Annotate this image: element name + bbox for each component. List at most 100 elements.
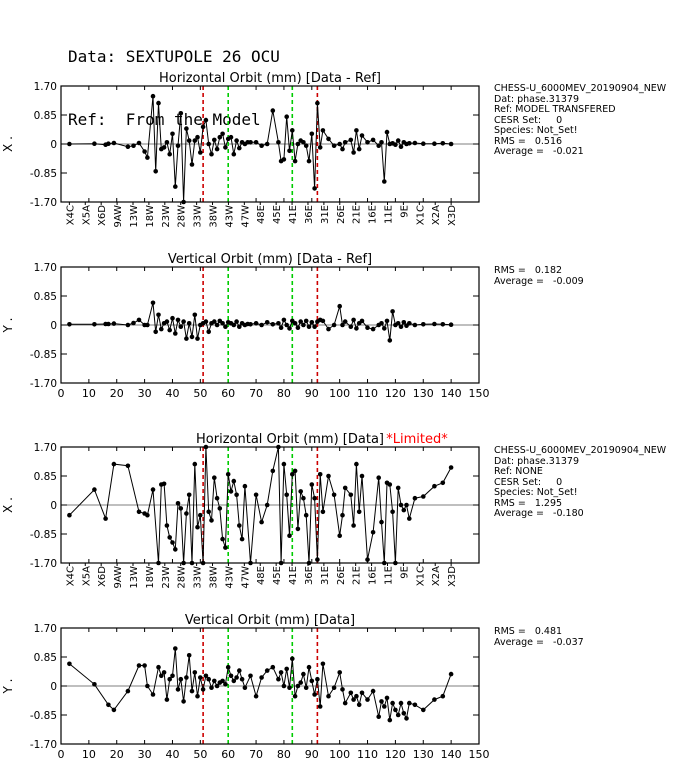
data-point [448,141,454,147]
data-point [212,137,217,143]
data-point [306,324,312,330]
data-point [287,148,292,154]
data-point [214,683,220,689]
data-point [153,169,158,174]
data-point [317,704,323,709]
detector-label: 28W [177,205,188,228]
chart-title: Vertical Orbit (mm) [Data - Ref] [168,252,372,267]
data-point [125,144,131,149]
x-tick-label: 20 [110,748,124,761]
series-line [69,302,452,341]
x-tick-label: 120 [385,748,406,761]
data-point [136,140,142,146]
data-point [301,671,306,677]
detector-label: 41E [288,566,299,585]
data-point [239,536,245,542]
data-point [295,141,301,147]
data-point [125,322,131,328]
data-point [412,140,418,146]
data-point [448,322,454,328]
data-point [212,678,217,684]
data-point [164,523,170,528]
data-point [92,322,97,327]
data-point [287,326,292,331]
detector-label: 36E [304,205,315,224]
x-tick-label: 140 [441,748,462,761]
chart-panel-2: Horizontal Orbit (mm) [Data] *Limited* X .… [1,432,480,589]
data-point [331,492,337,498]
info-line: Ref: MODEL TRANSFERED [494,104,616,115]
y-axis-label: Y . [1,318,15,334]
data-point [136,509,142,515]
detector-label: 9E [399,566,410,579]
data-point [145,322,150,328]
data-point [150,692,156,697]
data-point [253,693,259,699]
data-point [303,318,309,324]
data-point [348,690,354,696]
data-point [173,331,178,336]
data-point [342,140,348,145]
data-point [315,100,320,106]
data-point [214,322,220,328]
data-point [315,676,320,682]
data-point [225,472,231,477]
data-point [390,700,395,706]
detector-label: 9AW [113,205,124,228]
data-point [320,509,326,515]
data-point [106,321,111,327]
data-point [340,322,345,328]
plot-frame [60,266,480,384]
data-point [92,682,97,687]
info-panel-horizontal-data: CHESS-U_6000MEV_20190904_NEW Dat: phase.3… [494,445,666,520]
data-point [125,463,131,469]
data-point [303,685,309,690]
y-tick-label: -0.85 [30,710,57,722]
data-point [203,319,209,324]
data-point [186,321,192,326]
data-point [395,712,401,718]
data-point [111,461,117,467]
data-point [290,472,295,477]
plot-frame [60,627,480,745]
data-point [337,533,343,538]
data-point [379,140,384,145]
data-point [192,670,198,675]
data-point [376,143,382,148]
data-point [178,676,184,682]
data-point [351,150,356,155]
data-point [356,702,362,708]
data-point [195,134,200,140]
data-point [184,126,189,131]
x-tick-label: 0 [58,387,65,400]
data-point [167,151,172,157]
detector-label: 48E [256,205,267,224]
data-point [356,509,362,515]
detector-label: 11E [384,566,395,585]
x-tick-label: 80 [277,387,291,400]
data-point [156,312,161,318]
data-point [440,480,446,486]
detector-label: X1C [415,566,426,586]
data-point [421,707,426,713]
chart-title: Horizontal Orbit (mm) [Data] [196,432,384,447]
detector-label: X2A [431,205,442,225]
data-point [281,317,287,323]
data-point [292,468,298,474]
data-point [432,321,437,327]
data-point [67,322,72,327]
data-point [206,329,211,335]
detector-label: 31E [320,566,331,585]
plot-frame [60,446,480,564]
data-point [184,336,189,341]
data-point [175,501,181,506]
data-point [223,682,228,687]
detector-label: 18W [145,205,156,228]
info-panel-horizontal-diff: CHESS-U_6000MEV_20190904_NEW Dat: phase.3… [494,83,666,158]
data-point [175,143,181,148]
data-point [145,683,150,689]
data-point [276,676,281,682]
data-point [395,138,401,143]
data-point [432,141,437,146]
